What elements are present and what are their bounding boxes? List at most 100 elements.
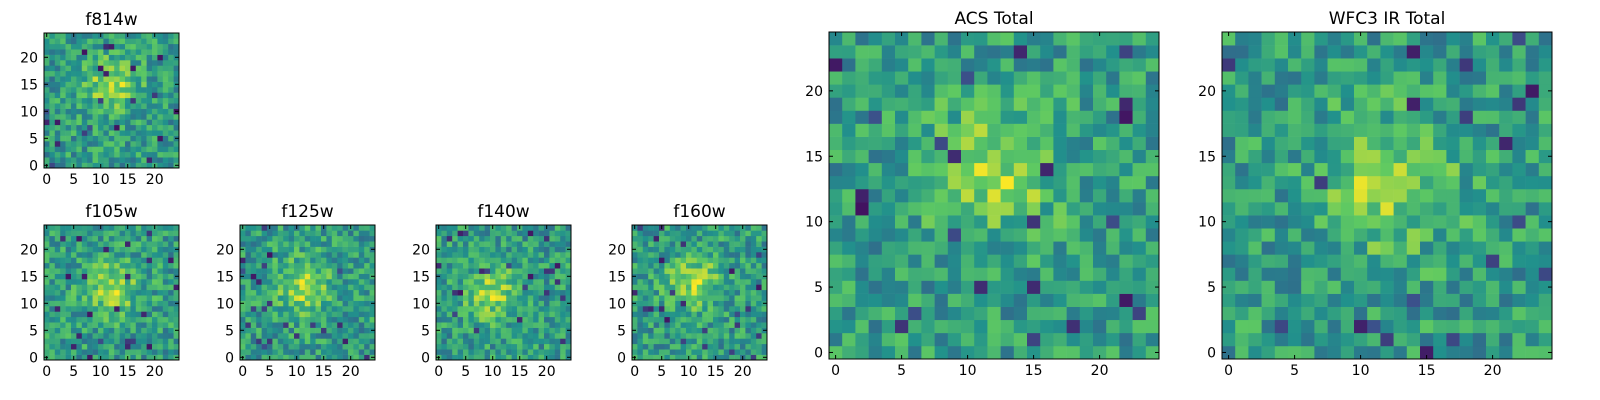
heatmap-cell [842, 32, 856, 46]
heatmap-cell [642, 333, 649, 339]
heatmap-cell [484, 322, 491, 328]
heatmap-cell [54, 246, 61, 253]
heatmap-cell [272, 273, 279, 280]
heatmap-cell [1040, 175, 1054, 190]
heatmap-cell [538, 284, 545, 291]
heatmap-cell [152, 273, 158, 280]
heatmap-cell [108, 230, 115, 237]
heatmap-cell [60, 76, 66, 82]
y-tick-label: 20 [216, 242, 234, 258]
heatmap-cell [326, 230, 333, 237]
heatmap-cell [92, 124, 99, 131]
heatmap-cell [49, 300, 56, 307]
x-tick-label: 0 [630, 364, 639, 380]
heatmap-cell [162, 252, 169, 258]
heatmap-cell [358, 279, 365, 285]
heatmap-cell [500, 306, 507, 312]
heatmap-cell [544, 338, 550, 345]
heatmap-cell [1433, 175, 1447, 190]
heatmap-cell [162, 225, 169, 231]
heatmap-cell [76, 284, 83, 291]
heatmap-cell [511, 241, 518, 247]
heatmap-cell [947, 254, 962, 268]
heatmap-cell [669, 322, 676, 328]
heatmap-cell [283, 333, 289, 339]
heatmap-cell [81, 70, 88, 77]
heatmap-cell [81, 252, 88, 258]
heatmap-cell [353, 284, 360, 291]
heatmap-cell [157, 235, 164, 242]
heatmap-cell [152, 130, 158, 136]
heatmap-cell [353, 295, 360, 301]
heatmap-cell [49, 146, 56, 153]
heatmap-cell [130, 262, 137, 269]
heatmap-cell [240, 343, 246, 350]
heatmap-cell [125, 316, 131, 323]
heatmap-cell [1000, 84, 1015, 98]
heatmap-cell [146, 87, 153, 93]
heatmap-cell [1288, 306, 1302, 321]
heatmap-cell [1235, 215, 1249, 229]
heatmap-cell [1301, 306, 1315, 321]
heatmap-cell [299, 354, 306, 361]
heatmap-cell [49, 284, 56, 291]
heatmap-cell [331, 322, 338, 328]
heatmap-cell [162, 135, 169, 142]
heatmap-cell [1525, 97, 1540, 111]
heatmap-cell [71, 333, 77, 339]
heatmap-cell [648, 241, 654, 247]
heatmap-cell [1420, 162, 1434, 177]
heatmap-cell [173, 60, 180, 66]
heatmap-cell [358, 322, 365, 328]
heatmap-cell [250, 295, 257, 301]
heatmap-cell [974, 188, 988, 203]
heatmap-cell [135, 141, 142, 147]
heatmap-cell [162, 273, 169, 280]
heatmap-cell [659, 246, 665, 253]
heatmap-cell [479, 279, 485, 285]
heatmap-cell [1040, 110, 1054, 124]
heatmap-cell [87, 43, 93, 50]
y-tick-label: 20 [608, 242, 626, 258]
heatmap-cell [1486, 110, 1500, 124]
heatmap-cell [173, 333, 180, 339]
heatmap-cell [1106, 215, 1120, 229]
x-tick-label: 15 [119, 364, 137, 380]
heatmap-cell [135, 316, 142, 323]
heatmap-cell [358, 262, 365, 269]
heatmap-cell [729, 273, 735, 280]
heatmap-cell [299, 289, 306, 296]
heatmap-cell [146, 49, 153, 55]
heatmap-cell [60, 295, 66, 301]
heatmap-cell [527, 284, 534, 291]
heatmap-cell [44, 141, 50, 147]
heatmap-cell [829, 162, 843, 177]
heatmap-cell [135, 279, 142, 285]
heatmap-cell [446, 289, 453, 296]
heatmap-cell [1512, 97, 1526, 111]
heatmap-cell [173, 38, 180, 45]
heatmap-cell [696, 257, 703, 264]
heatmap-cell [921, 306, 935, 321]
heatmap-cell [299, 300, 306, 307]
heatmap-cell [829, 306, 843, 321]
heatmap-cell [881, 215, 896, 229]
heatmap-cell [648, 322, 654, 328]
heatmap-cell [538, 225, 545, 231]
heatmap-cell [65, 146, 72, 153]
heatmap-cell [130, 146, 137, 153]
y-tick-label: 20 [20, 242, 38, 258]
heatmap-cell [544, 311, 550, 318]
heatmap-cell [473, 284, 480, 291]
heatmap-cell [146, 108, 153, 115]
heatmap-cell [310, 327, 316, 334]
heatmap-cell [686, 279, 692, 285]
heatmap-cell [92, 246, 99, 253]
heatmap-cell [1420, 228, 1434, 242]
heatmap-cell [675, 300, 681, 307]
heatmap-cell [364, 322, 370, 328]
heatmap-cell [868, 71, 883, 85]
heatmap-cell [1119, 280, 1133, 294]
heatmap-cell [441, 300, 448, 307]
